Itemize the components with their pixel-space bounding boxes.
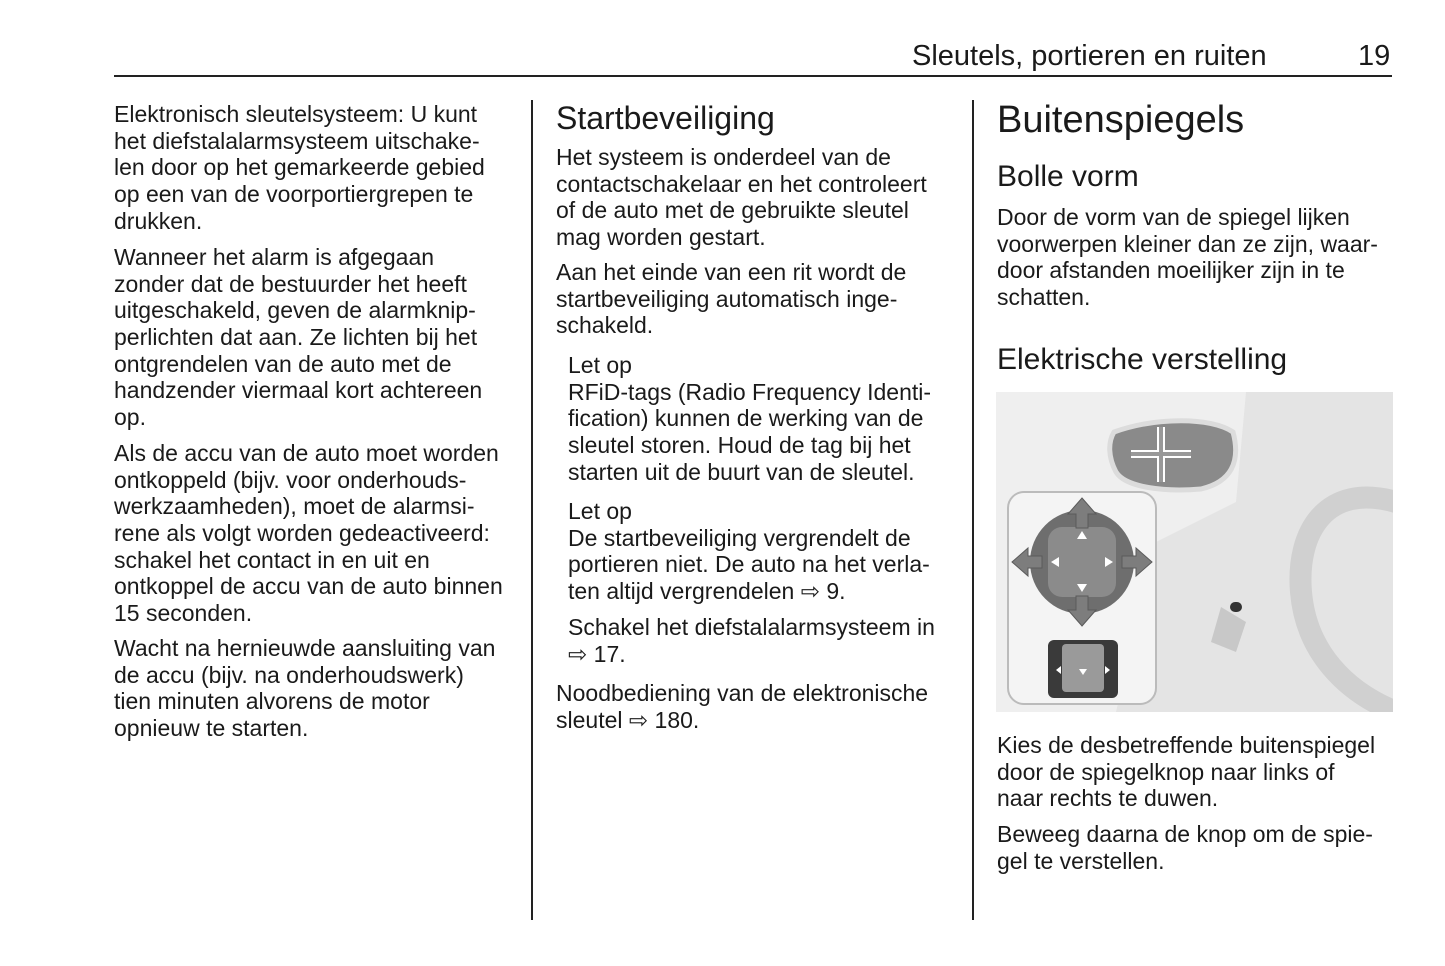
text-line: Wanneer het alarm is afgegaan [114,244,435,270]
text-line: startbeveiliging automatisch inge- [556,285,898,312]
paragraph: Als de accu van de auto moet worden ontko… [114,440,503,627]
text-line: 15 seconden. [114,600,253,627]
text-line: door de spiegelknop naar links of [997,758,1335,785]
text-line: len door op het gemarkeerde gebied [114,154,485,181]
page-number: 19 [1358,40,1391,72]
text-line: uitgeschakeld, geven de alarmknip- [114,297,476,324]
heading: Startbeveiliging [556,100,775,136]
text-line: Buitenspiegels [997,99,1245,141]
column-divider [531,100,533,920]
paragraph: Door de vorm van de spiegel lijken voorwe… [997,204,1378,311]
text-line: Als de accu van de auto moet worden [114,440,499,466]
text-line: Elektronisch sleutelsysteem: U kunt [114,101,478,127]
text-line: ⇨ 17. [568,640,626,667]
text-line: Kies de desbetreffende buitenspiegel [997,732,1376,758]
paragraph: Beweeg daarna de knop om de spie-gel te … [997,821,1373,874]
text-line: ontgrendelen van de auto met de [114,350,452,377]
note-block: Let op De startbeveiliging vergrendelt de… [568,498,930,605]
text-line: Elektrische verstelling [997,343,1288,376]
text-line: mag worden gestart. [556,224,766,251]
note-block: Schakel het diefstalalarmsysteem in ⇨ 17. [568,614,935,667]
text-line: contactschakelaar en het controleert [556,170,927,197]
text-line: Wacht na hernieuwde aansluiting van [114,635,496,661]
column-divider [972,100,974,920]
text-line: RFiD-tags (Radio Frequency Identi- [568,378,932,405]
text-line: tien minuten alvorens de motor [114,688,430,715]
paragraph: Aan het einde van een rit wordt de startb… [556,259,906,339]
text-line: Startbeveiliging [556,100,775,136]
text-line: Schakel het diefstalalarmsysteem in [568,614,935,640]
text-line: schatten. [997,284,1091,311]
text-line: ten altijd vergrendelen ⇨ 9. [568,578,846,605]
paragraph: Elektronisch sleutelsysteem: U kunt het d… [114,101,485,234]
section-title: Sleutels, portieren en ruiten [912,40,1267,72]
paragraph: Het systeem is onderdeel van de contactsc… [556,144,927,251]
text-line: werkzaamheden), moet de alarmsi- [114,493,475,520]
text-line: portieren niet. De auto na het verla- [568,551,930,578]
text-line: drukken. [114,207,203,234]
text-line: de accu (bijv. na onderhoudswerk) [114,661,464,688]
text-line: ontkoppeld (bijv. voor onderhouds- [114,466,467,493]
note-block: Let op RFiD-tags (Radio Frequency Identi-… [568,352,931,485]
text-line: Bolle vorm [997,160,1139,193]
text-line: perlichten dat aan. Ze lichten bij het [114,324,478,351]
text-line: het diefstalalarmsysteem uitschake- [114,127,480,154]
text-line: door afstanden moeilijker zijn in te [997,257,1345,284]
text-line: sleutel ⇨ 180. [556,706,700,733]
text-line: sleutel storen. Houd de tag bij het [568,432,911,459]
text-line: of de auto met de gebruikte sleutel [556,197,909,224]
text-line: naar rechts te duwen. [997,785,1219,812]
text-line: voorwerpen kleiner dan ze zijn, waar- [997,230,1378,257]
text-line: schakeld. [556,312,654,339]
paragraph: Wacht na hernieuwde aansluiting van de ac… [114,635,495,742]
text-line: Het systeem is onderdeel van de [556,144,891,170]
heading: Bolle vorm [997,160,1139,194]
text-line: rene als volgt worden gedeactiveerd: [114,520,490,547]
heading: Elektrische verstelling [997,343,1287,377]
text-line: op. [114,404,146,431]
text-line: fication) kunnen de werking van de [568,405,924,432]
note-label: Let op [568,498,632,524]
text-line: ontkoppel de accu van de auto binnen [114,573,503,600]
text-line: zonder dat de bestuurder het heeft [114,270,467,297]
text-line: Aan het einde van een rit wordt de [556,259,907,285]
paragraph: Noodbediening van de elektronische sleute… [556,680,928,733]
paragraph: Kies de desbetreffende buitenspiegel door… [997,732,1375,812]
text-line: Noodbediening van de elektronische [556,680,929,706]
text-line: Beweeg daarna de knop om de spie- [997,821,1373,847]
text-line: gel te verstellen. [997,847,1165,874]
mirror-switch-illustration [996,392,1393,712]
header-rule [114,75,1392,77]
text-line: Door de vorm van de spiegel lijken [997,204,1350,230]
text-line: schakel het contact in en uit en [114,546,430,573]
text-line: starten uit de buurt van de sleutel. [568,458,915,485]
paragraph: Wanneer het alarm is afgegaan zonder dat … [114,244,482,431]
note-label: Let op [568,352,632,378]
text-line: op een van de voorportiergrepen te [114,181,474,208]
text-line: handzender viermaal kort achtereen [114,377,483,404]
heading: Buitenspiegels [997,100,1244,140]
text-line: De startbeveiliging vergrendelt de [568,524,911,551]
text-line: opnieuw te starten. [114,715,309,742]
